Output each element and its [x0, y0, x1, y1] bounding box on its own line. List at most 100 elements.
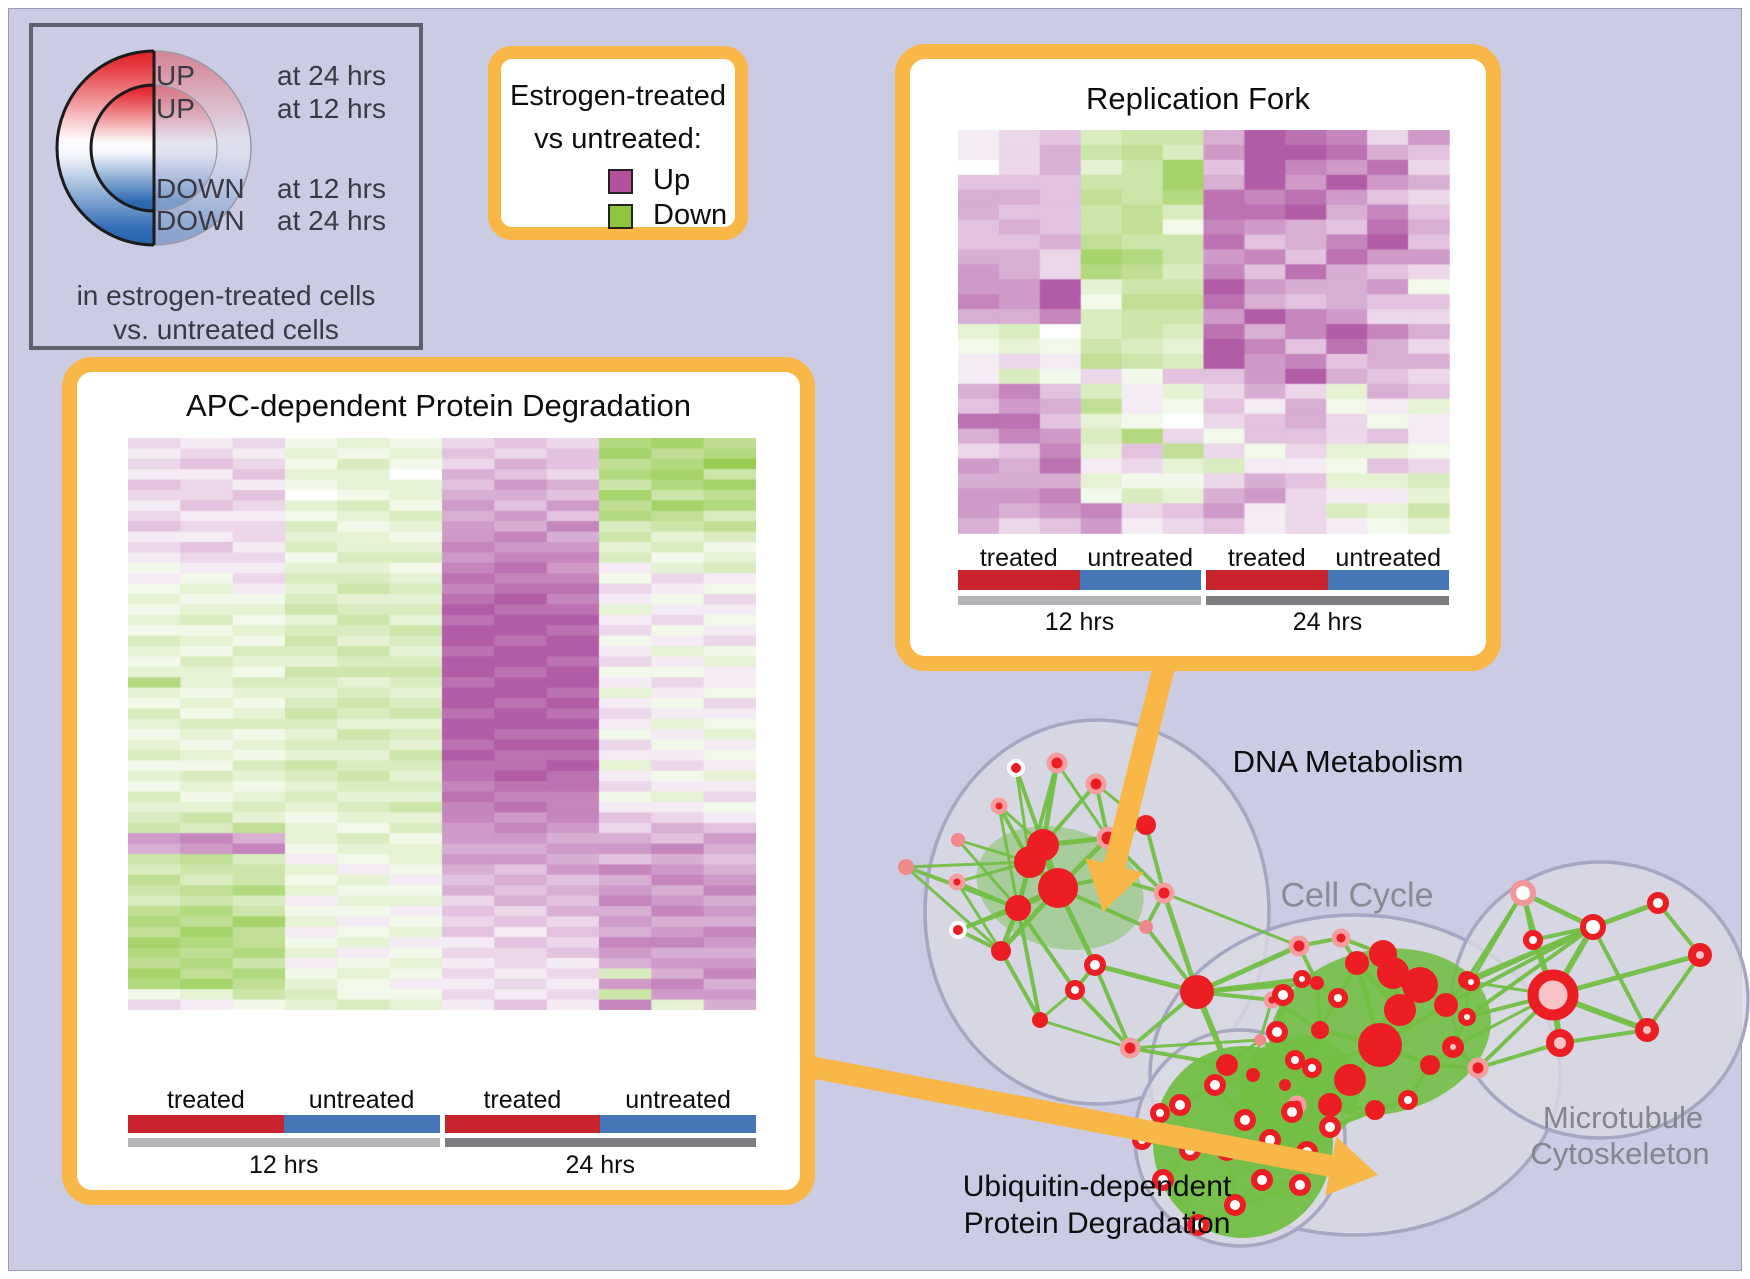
treated-bar [128, 1115, 284, 1133]
network-node [1180, 975, 1214, 1009]
group-label-12-treated: treated [979, 544, 1058, 572]
network-node [1384, 994, 1416, 1026]
untreated-bar [1327, 570, 1449, 590]
network-node [1580, 914, 1606, 940]
network-edge [1444, 925, 1595, 1007]
group-label-12-untreated: untreated [308, 1086, 415, 1114]
legend-up-12-time: at 12 hrs [277, 93, 386, 124]
legend-caption-line1: in estrogen-treated cells [76, 280, 376, 311]
network-node [1152, 1169, 1174, 1191]
network-node [1279, 1079, 1291, 1091]
time-label-12hrs: 12 hrs [249, 1151, 319, 1179]
network-edge [1055, 761, 1110, 840]
network-edge [1469, 891, 1525, 984]
network-edge [1073, 988, 1132, 1050]
network-label-ubiq2: Protein Degradation [963, 1207, 1231, 1240]
network-node [1272, 984, 1294, 1006]
network-node [1046, 752, 1068, 774]
network-node [1345, 951, 1369, 975]
down-label: Down [653, 199, 728, 231]
network-node [1334, 1064, 1366, 1096]
network-label-ubiq1: Ubiquitin-dependent [962, 1170, 1232, 1203]
network-node [1467, 1057, 1489, 1079]
network-node [1014, 846, 1046, 878]
network-node [1523, 930, 1543, 950]
network-label-micro1: Microtubule [1542, 1100, 1704, 1135]
treated-bar [1206, 570, 1328, 590]
network-node [1085, 773, 1107, 795]
network-label-micro2: Cytoskeleton [1530, 1136, 1710, 1171]
network-node [1398, 1090, 1418, 1110]
network-node [1032, 1012, 1048, 1028]
replication-fork-heatmap-panel: Replication Fork treated untreated treated… [895, 44, 1501, 671]
network-node [1216, 1054, 1238, 1076]
group-label-24-treated: treated [1227, 544, 1306, 572]
network-node [1635, 1018, 1659, 1042]
legend-up-24-time: at 24 hrs [277, 60, 386, 91]
network-node [1119, 1037, 1141, 1059]
network-node [1005, 895, 1031, 921]
group-label-12-treated: treated [166, 1086, 245, 1114]
network-edge [1144, 823, 1166, 895]
arrow-shaft-apc-to-ubiquitin-cluster [797, 1054, 1333, 1177]
legend-down-24: DOWN [156, 205, 245, 236]
network-node [1204, 1074, 1226, 1096]
network-node [1358, 1023, 1402, 1067]
treated-bar [444, 1115, 601, 1133]
network-edge [1128, 1046, 1229, 1067]
network-node [1647, 892, 1669, 914]
updown-circle-glyph [55, 49, 252, 247]
network-node [1462, 973, 1480, 991]
replication-fork-heatmap [958, 130, 1450, 534]
network-node [1318, 1093, 1342, 1117]
network-edge [1558, 1028, 1649, 1045]
arrow-shaft-replication-fork-to-dna-metabolism [1103, 660, 1176, 869]
network-edge [1476, 1041, 1562, 1070]
network-node [1169, 1094, 1191, 1116]
network-node [1434, 993, 1458, 1017]
network-node [1377, 957, 1409, 989]
network-node [1234, 1109, 1256, 1131]
network-edge [1645, 953, 1702, 1032]
time-bar-24hrs [1206, 596, 1449, 605]
legend-down-12-time: at 12 hrs [277, 173, 386, 204]
time-label-12hrs: 12 hrs [1044, 608, 1115, 636]
network-edge [1465, 925, 1595, 1019]
untreated-bar [1079, 570, 1201, 590]
network-node [1688, 943, 1712, 967]
apc-panel-title: APC-dependent Protein Degradation [186, 388, 691, 423]
network-edge [1194, 943, 1302, 995]
network-node [1254, 1034, 1266, 1046]
network-node [1302, 1058, 1322, 1078]
legend-down-12: DOWN [156, 173, 245, 204]
network-edge [1016, 906, 1077, 992]
network-edge [1469, 925, 1595, 984]
legend-up-12: UP [156, 93, 195, 124]
network-node [1458, 1008, 1476, 1026]
legend-up-24: UP [156, 60, 195, 91]
network-node [1251, 1169, 1273, 1191]
arrow-head-apc-to-ubiquitin-cluster [1325, 1136, 1378, 1196]
inner-left-arc [89, 83, 155, 213]
network-edge [1092, 962, 1200, 995]
network-node [948, 873, 966, 891]
legend-down-24-time: at 24 hrs [277, 205, 386, 236]
group-label-24-untreated: untreated [625, 1086, 731, 1114]
network-node [1319, 1116, 1341, 1138]
network-edge [999, 949, 1042, 1022]
network-node [1065, 980, 1085, 1000]
group-label-12-untreated: untreated [1087, 544, 1194, 572]
network-edge [1093, 963, 1132, 1050]
network-node [1153, 882, 1175, 904]
network-edge [1161, 890, 1200, 995]
network-node [1365, 1100, 1385, 1120]
network-edge [1162, 891, 1301, 948]
network-edge [904, 865, 1003, 953]
network-node [1546, 1029, 1574, 1057]
group-label-24-treated: treated [483, 1086, 562, 1114]
updown-color-legend: Estrogen-treated vs untreated: Up Down [488, 46, 748, 240]
network-edge [997, 804, 1020, 910]
network-node [1442, 1036, 1464, 1058]
up-label: Up [653, 164, 691, 196]
